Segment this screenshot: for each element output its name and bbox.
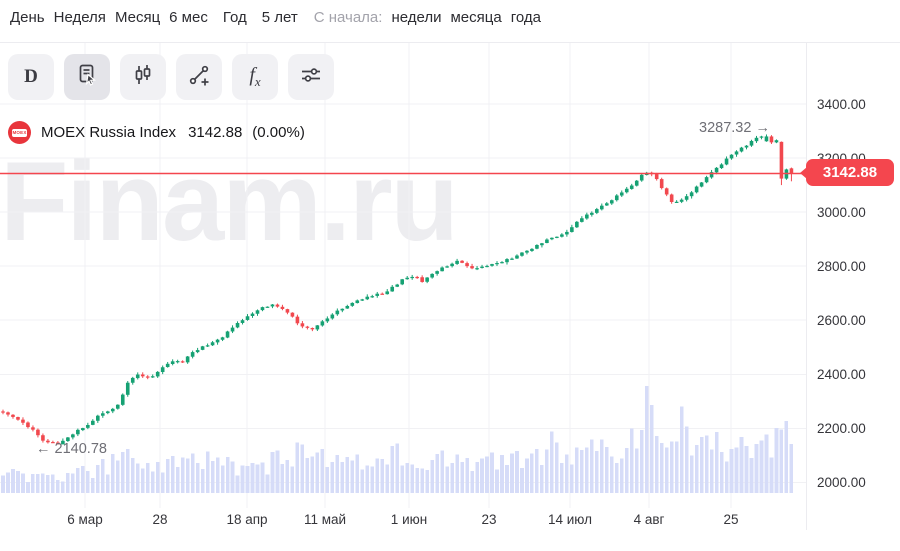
x-axis-label: 18 апр bbox=[226, 512, 268, 527]
finam-watermark: Finam.ru bbox=[0, 139, 459, 264]
nav-separator bbox=[0, 42, 900, 43]
letter-d-icon: D bbox=[24, 66, 38, 87]
candlestick-icon bbox=[129, 61, 157, 94]
low-annotation: ← 2140.78 bbox=[36, 441, 107, 457]
instrument-name: MOEX Russia Index bbox=[41, 124, 177, 141]
volume-bars bbox=[1, 386, 794, 493]
x-axis-label: 28 bbox=[152, 512, 168, 527]
instrument-change: (0.00%) bbox=[252, 124, 305, 141]
x-axis-label: 11 май bbox=[303, 512, 347, 527]
instrument-legend: MOEX MOEX Russia Index 3142.88 (0.00%) bbox=[8, 121, 305, 144]
trendline-plus-icon bbox=[185, 61, 213, 94]
nav-period-6m[interactable]: 6 мес bbox=[169, 8, 208, 26]
candlestick-series bbox=[1, 134, 794, 445]
x-axis-label: 14 июл bbox=[547, 512, 593, 527]
nav-period-day[interactable]: День bbox=[10, 8, 45, 26]
document-cursor-icon bbox=[73, 61, 101, 94]
y-axis-tick: 2800.00 bbox=[817, 259, 866, 275]
y-axis-tick: 3400.00 bbox=[817, 97, 866, 112]
period-nav: День Неделя Месяц 6 мес Год 5 лет С начала: нед… bbox=[10, 0, 541, 34]
chart-style-notes-button[interactable] bbox=[64, 54, 110, 100]
y-axis-tick: 2400.00 bbox=[817, 367, 866, 383]
instrument-last-value: 3142.88 bbox=[188, 124, 243, 141]
moex-logo-icon: MOEX bbox=[8, 121, 31, 144]
nav-period-month[interactable]: Месяц bbox=[114, 8, 161, 26]
x-axis-label: 1 июн bbox=[390, 512, 428, 527]
nav-since-year[interactable]: года bbox=[510, 8, 541, 26]
candlestick-type-button[interactable] bbox=[120, 54, 166, 100]
y-axis-tick: 3000.00 bbox=[817, 205, 866, 221]
nav-period-5y[interactable]: 5 лет bbox=[261, 8, 298, 26]
x-axis-label: 6 мар bbox=[67, 512, 103, 527]
y-axis-tick: 2000.00 bbox=[817, 475, 866, 491]
nav-period-week[interactable]: Неделя bbox=[53, 8, 106, 26]
nav-period-year[interactable]: Год bbox=[222, 8, 247, 26]
drawing-tools-button[interactable] bbox=[176, 54, 222, 100]
y-axis-tick: 2600.00 bbox=[817, 313, 866, 329]
indicators-button[interactable]: fx bbox=[232, 54, 278, 100]
since-label: С начала: bbox=[313, 8, 383, 26]
x-axis-label: 23 bbox=[481, 512, 497, 527]
fx-icon: fx bbox=[249, 64, 261, 89]
settings-button[interactable] bbox=[288, 54, 334, 100]
x-axis-label: 4 авг bbox=[633, 512, 665, 527]
sliders-icon bbox=[297, 61, 325, 94]
x-axis-label: 25 bbox=[723, 512, 739, 527]
nav-since-week[interactable]: недели bbox=[391, 8, 442, 26]
nav-since-month[interactable]: месяца bbox=[450, 8, 502, 26]
timeframe-button[interactable]: D bbox=[8, 54, 54, 100]
high-annotation: 3287.32 → bbox=[699, 120, 770, 136]
current-price-tag: 3142.88 bbox=[806, 159, 894, 186]
y-axis-tick: 2200.00 bbox=[817, 421, 866, 437]
